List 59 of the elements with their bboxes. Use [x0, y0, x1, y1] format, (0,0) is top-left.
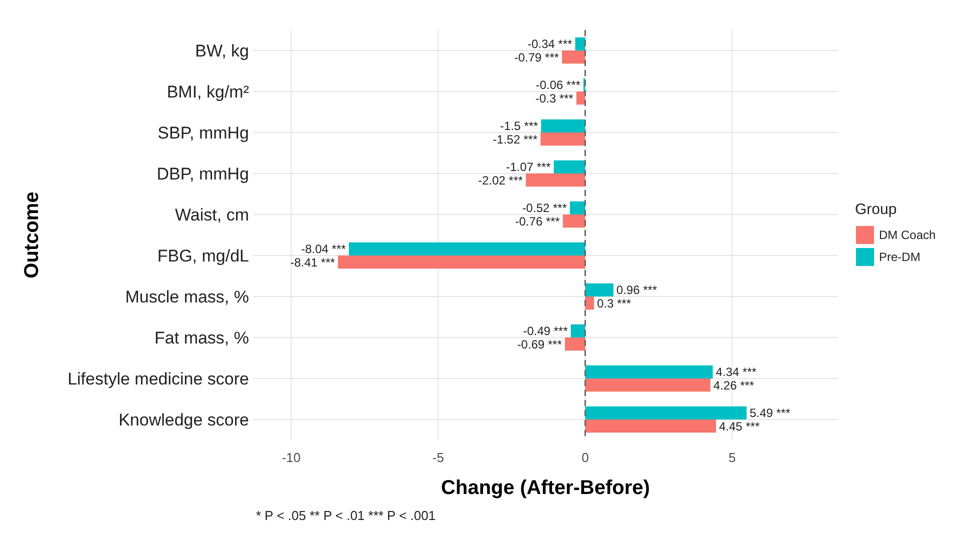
data-label: 4.26 ***: [713, 378, 754, 392]
data-label: -1.52 ***: [492, 132, 538, 146]
bar: [585, 406, 747, 420]
bar: [585, 365, 713, 378]
x-tick-label: 5: [728, 450, 736, 465]
y-tick-label: BMI, kg/m²: [166, 82, 250, 102]
data-label: 0.3 ***: [597, 296, 632, 310]
data-label: -8.41 ***: [290, 255, 336, 270]
data-label: -0.52 ***: [522, 201, 568, 216]
x-tick-label: -10: [282, 450, 301, 465]
bar: [338, 256, 586, 269]
data-label: 4.34 ***: [716, 365, 757, 380]
data-label: -0.06 ***: [536, 78, 581, 92]
bar: [554, 160, 586, 174]
data-label: -0.69 ***: [517, 337, 562, 352]
y-tick-label: Waist, cm: [175, 205, 249, 224]
bar: [585, 378, 710, 392]
bar: [562, 50, 586, 64]
data-label: -8.04 ***: [301, 242, 346, 256]
x-axis-title: Change (After-Before): [441, 477, 650, 499]
bar: [562, 214, 586, 228]
y-tick-label: Muscle mass, %: [125, 287, 249, 306]
bar: [526, 174, 586, 187]
bar: [570, 201, 586, 214]
y-axis-title: Outcome: [21, 192, 43, 278]
bar: [570, 324, 586, 338]
data-label: 5.49 ***: [750, 406, 791, 420]
y-tick-label: Knowledge score: [118, 410, 249, 430]
data-label: -1.5 ***: [500, 119, 538, 134]
y-tick-label: BW, kg: [195, 41, 249, 60]
data-label: -1.07 ***: [506, 160, 552, 174]
data-label: -0.79 ***: [514, 50, 560, 64]
data-label: 0.96 ***: [616, 283, 658, 298]
y-tick-label: SBP, mmHg: [158, 123, 249, 142]
bar: [348, 242, 586, 256]
y-tick-label: FBG, mg/dL: [157, 246, 249, 266]
legend-label: DM Coach: [879, 228, 936, 242]
bar: [564, 338, 586, 351]
bar: [576, 92, 586, 105]
data-label: -0.3 ***: [535, 91, 574, 106]
x-tick-label: 0: [582, 450, 589, 465]
data-label: -0.76 ***: [515, 214, 560, 228]
bar: [541, 119, 586, 132]
bar: [585, 296, 594, 310]
y-tick-label: Fat mass, %: [154, 328, 249, 348]
bar: [575, 37, 586, 50]
data-label: -2.02 ***: [478, 173, 524, 188]
legend-title: Group: [855, 201, 897, 218]
bar: [585, 283, 614, 296]
bar: [585, 420, 716, 433]
data-label: -0.49 ***: [523, 324, 568, 338]
bar: [540, 132, 586, 146]
y-tick-label: Lifestyle medicine score: [68, 369, 249, 388]
y-tick-label: DBP, mmHg: [156, 164, 249, 184]
legend-label: Pre-DM: [879, 250, 920, 264]
data-label: -0.34 ***: [527, 37, 573, 52]
x-tick-label: -5: [432, 450, 444, 465]
data-label: 4.45 ***: [719, 419, 760, 434]
text: * P < .05 ** P < .01 *** P < .001: [256, 508, 436, 523]
